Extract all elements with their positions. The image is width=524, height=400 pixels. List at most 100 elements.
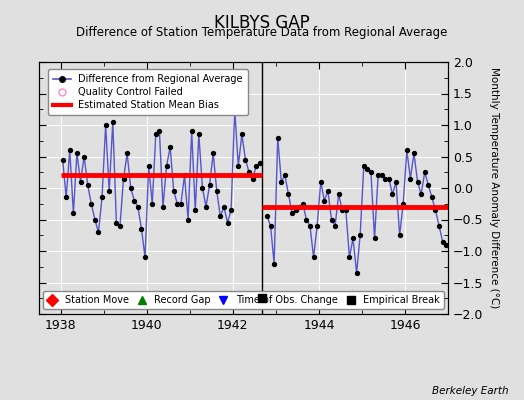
- Point: [345, 254, 354, 260]
- Text: Berkeley Earth: Berkeley Earth: [432, 386, 508, 396]
- Point: [80, 153, 89, 160]
- Point: [194, 131, 203, 138]
- Point: [59, 156, 67, 163]
- Point: [285, 191, 293, 198]
- Point: [119, 175, 128, 182]
- Point: [216, 213, 224, 220]
- Point: [291, 207, 300, 213]
- Point: [102, 122, 110, 128]
- Y-axis label: Monthly Temperature Anomaly Difference (°C): Monthly Temperature Anomaly Difference (…: [489, 67, 499, 309]
- Point: [334, 191, 343, 198]
- Point: [180, 172, 189, 178]
- Point: [223, 220, 232, 226]
- Point: [424, 182, 432, 188]
- Point: [435, 222, 443, 229]
- Point: [385, 175, 393, 182]
- Point: [66, 147, 74, 153]
- Point: [141, 254, 149, 260]
- Point: [431, 207, 440, 213]
- Point: [148, 200, 157, 207]
- Point: [188, 128, 196, 134]
- Point: [402, 147, 411, 153]
- Point: [406, 175, 414, 182]
- Point: [410, 150, 418, 156]
- Point: [302, 216, 311, 223]
- Point: [130, 198, 138, 204]
- Point: [202, 204, 210, 210]
- Point: [274, 134, 282, 141]
- Point: [266, 222, 275, 229]
- Point: [439, 238, 447, 245]
- Point: [324, 188, 332, 194]
- Text: KILBYS GAP: KILBYS GAP: [214, 14, 310, 32]
- Point: [295, 204, 303, 210]
- Point: [91, 216, 99, 223]
- Point: [126, 185, 135, 191]
- Point: [134, 204, 142, 210]
- Point: [173, 200, 181, 207]
- Point: [248, 175, 257, 182]
- Point: [388, 191, 397, 198]
- Point: [155, 128, 163, 134]
- Point: [62, 194, 70, 201]
- Point: [263, 213, 271, 220]
- Point: [105, 188, 113, 194]
- Point: [227, 207, 235, 213]
- Point: [159, 204, 167, 210]
- Point: [77, 178, 85, 185]
- Point: [338, 207, 346, 213]
- Point: [377, 172, 386, 178]
- Point: [87, 200, 95, 207]
- Point: [370, 235, 379, 242]
- Point: [281, 172, 289, 178]
- Point: [396, 232, 404, 238]
- Legend: Station Move, Record Gap, Time of Obs. Change, Empirical Break: Station Move, Record Gap, Time of Obs. C…: [43, 291, 444, 309]
- Point: [234, 163, 243, 169]
- Point: [374, 172, 383, 178]
- Point: [367, 169, 375, 176]
- Point: [220, 204, 228, 210]
- Point: [145, 163, 153, 169]
- Point: [313, 222, 321, 229]
- Point: [256, 160, 264, 166]
- Point: [252, 163, 260, 169]
- Point: [231, 106, 239, 112]
- Point: [356, 232, 364, 238]
- Point: [83, 182, 92, 188]
- Point: [177, 200, 185, 207]
- Point: [198, 185, 206, 191]
- Point: [399, 200, 407, 207]
- Point: [94, 229, 103, 235]
- Point: [209, 150, 217, 156]
- Point: [112, 220, 121, 226]
- Point: [245, 169, 253, 176]
- Point: [428, 194, 436, 201]
- Point: [331, 222, 339, 229]
- Point: [413, 178, 422, 185]
- Point: [213, 188, 221, 194]
- Point: [170, 188, 178, 194]
- Point: [151, 131, 160, 138]
- Point: [420, 169, 429, 176]
- Point: [270, 260, 278, 267]
- Point: [166, 144, 174, 150]
- Point: [381, 175, 389, 182]
- Point: [316, 178, 325, 185]
- Point: [328, 216, 336, 223]
- Point: [191, 207, 200, 213]
- Point: [162, 163, 171, 169]
- Point: [137, 226, 146, 232]
- Point: [108, 119, 117, 125]
- Point: [299, 200, 307, 207]
- Point: [392, 178, 400, 185]
- Point: [241, 156, 249, 163]
- Point: [238, 131, 246, 138]
- Point: [205, 182, 214, 188]
- Point: [353, 270, 361, 276]
- Point: [442, 242, 451, 248]
- Point: [320, 198, 329, 204]
- Point: [359, 163, 368, 169]
- Point: [309, 254, 318, 260]
- Point: [123, 150, 132, 156]
- Point: [116, 222, 124, 229]
